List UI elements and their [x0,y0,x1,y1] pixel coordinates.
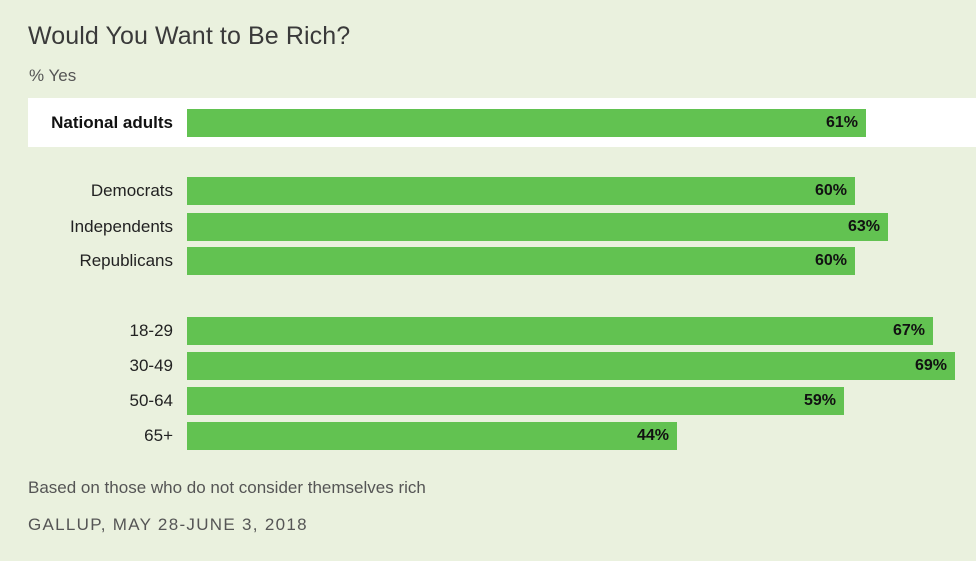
chart-source: GALLUP, MAY 28-JUNE 3, 2018 [28,515,308,534]
bar: 60% [187,247,855,275]
chart-subtitle: % Yes [29,66,77,85]
bar-value-label: 59% [803,392,836,409]
bar-value-label: 60% [814,182,847,199]
bar-value-label: 61% [825,114,858,131]
category-label: 50-64 [129,391,173,410]
bar-value-label: 60% [814,252,847,269]
category-label: Republicans [79,251,173,270]
chart-title: Would You Want to Be Rich? [28,22,351,50]
category-label: 65+ [144,426,173,445]
bar-value-label: 44% [636,427,669,444]
bar: 69% [187,352,955,380]
category-label: Democrats [90,181,173,200]
category-label: Independents [69,217,173,236]
bar: 63% [187,213,888,241]
bar-value-label: 69% [914,357,947,374]
category-label: 30-49 [129,356,173,375]
chart-note: Based on those who do not consider thems… [28,478,426,497]
category-label: National adults [51,113,173,132]
category-label: 18-29 [129,321,173,340]
bar: 59% [187,387,844,415]
bar: 67% [187,317,933,345]
bar-value-label: 63% [847,218,880,235]
bar-value-label: 67% [892,322,925,339]
bar: 60% [187,177,855,205]
bar: 61% [187,109,866,137]
bar: 44% [187,422,677,450]
